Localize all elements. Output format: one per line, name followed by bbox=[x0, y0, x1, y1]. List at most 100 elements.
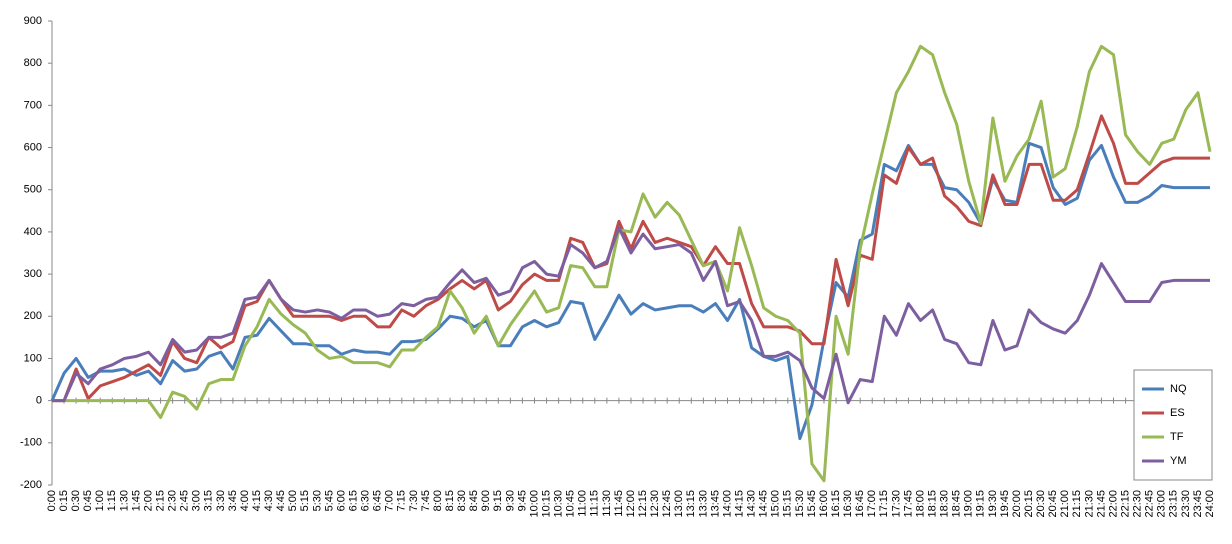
x-tick-label: 0:15 bbox=[58, 490, 70, 511]
x-tick-label: 10:00 bbox=[528, 490, 540, 518]
x-tick-label: 18:45 bbox=[951, 490, 963, 518]
x-tick-label: 10:45 bbox=[565, 490, 577, 518]
x-tick-label: 16:45 bbox=[854, 490, 866, 518]
x-tick-label: 23:15 bbox=[1168, 490, 1180, 518]
series-line bbox=[52, 114, 1210, 403]
x-tick-label: 20:15 bbox=[1023, 490, 1035, 518]
x-tick-label: 3:00 bbox=[191, 490, 203, 511]
x-tick-label: 0:45 bbox=[82, 490, 94, 511]
x-tick-label: 21:45 bbox=[1095, 490, 1107, 518]
x-tick-label: 5:45 bbox=[323, 490, 335, 511]
x-tick-label: 18:00 bbox=[914, 490, 926, 518]
x-tick-label: 22:00 bbox=[1107, 490, 1119, 518]
y-tick-label: 900 bbox=[24, 15, 42, 27]
x-tick-label: 8:45 bbox=[468, 490, 480, 511]
x-tick-label: 5:00 bbox=[287, 490, 299, 511]
x-tick-label: 2:00 bbox=[142, 490, 154, 511]
x-tick-label: 2:30 bbox=[167, 490, 179, 511]
x-tick-label: 17:45 bbox=[902, 490, 914, 518]
legend-label: YM bbox=[1170, 455, 1187, 467]
x-tick-label: 4:00 bbox=[239, 490, 251, 511]
legend-label: NQ bbox=[1170, 383, 1187, 395]
y-tick-label: 700 bbox=[24, 99, 42, 111]
series-line bbox=[52, 44, 1212, 483]
x-tick-label: 19:45 bbox=[999, 490, 1011, 518]
x-tick-label: 4:15 bbox=[251, 490, 263, 511]
x-tick-label: 19:15 bbox=[975, 490, 987, 518]
x-tick-label: 21:30 bbox=[1083, 490, 1095, 518]
y-tick-label: 200 bbox=[24, 310, 42, 322]
x-tick-label: 11:00 bbox=[577, 490, 589, 517]
y-tick-label: 0 bbox=[36, 395, 42, 407]
x-tick-label: 16:15 bbox=[830, 490, 842, 518]
x-tick-label: 3:45 bbox=[227, 490, 239, 511]
y-tick-label: -200 bbox=[20, 479, 42, 491]
x-tick-label: 21:00 bbox=[1059, 490, 1071, 518]
x-tick-label: 1:45 bbox=[130, 490, 142, 511]
x-tick-label: 7:45 bbox=[420, 490, 432, 511]
x-tick-label: 19:00 bbox=[963, 490, 975, 518]
y-tick-label: 800 bbox=[24, 57, 42, 69]
x-tick-label: 12:00 bbox=[625, 490, 637, 518]
x-tick-label: 2:15 bbox=[154, 490, 166, 511]
y-tick-label: 500 bbox=[24, 184, 42, 196]
series-line bbox=[52, 226, 1210, 405]
x-tick-label: 1:15 bbox=[106, 490, 118, 511]
x-tick-label: 19:30 bbox=[987, 490, 999, 518]
x-tick-label: 22:15 bbox=[1119, 490, 1131, 518]
x-tick-label: 9:45 bbox=[516, 490, 528, 511]
x-tick-label: 15:15 bbox=[782, 490, 794, 518]
x-tick-label: 8:15 bbox=[444, 490, 456, 511]
x-tick-label: 13:15 bbox=[685, 490, 697, 518]
x-tick-label: 14:30 bbox=[746, 490, 758, 518]
x-tick-label: 5:15 bbox=[299, 490, 311, 511]
x-tick-label: 0:00 bbox=[46, 490, 58, 511]
x-tick-label: 3:30 bbox=[215, 490, 227, 511]
x-tick-label: 11:45 bbox=[613, 490, 625, 517]
x-tick-label: 4:30 bbox=[263, 490, 275, 511]
x-tick-label: 8:00 bbox=[432, 490, 444, 511]
x-tick-label: 7:15 bbox=[396, 490, 408, 511]
x-tick-label: 2:45 bbox=[179, 490, 191, 511]
series-line bbox=[50, 141, 1210, 441]
x-tick-label: 6:00 bbox=[335, 490, 347, 511]
x-tick-label: 4:45 bbox=[275, 490, 287, 511]
y-tick-label: 100 bbox=[24, 352, 42, 364]
x-tick-label: 16:30 bbox=[842, 490, 854, 518]
x-tick-label: 14:45 bbox=[758, 490, 770, 518]
x-tick-label: 1:00 bbox=[94, 490, 106, 511]
x-tick-label: 23:30 bbox=[1180, 490, 1192, 518]
x-tick-label: 6:30 bbox=[360, 490, 372, 511]
y-tick-label: -100 bbox=[20, 437, 42, 449]
x-tick-label: 11:30 bbox=[601, 490, 613, 517]
x-tick-label: 23:45 bbox=[1192, 490, 1204, 518]
x-tick-label: 10:30 bbox=[553, 490, 565, 518]
x-tick-label: 14:00 bbox=[721, 490, 733, 518]
legend-label: ES bbox=[1170, 407, 1185, 419]
x-tick-label: 20:00 bbox=[1011, 490, 1023, 518]
x-tick-label: 22:45 bbox=[1144, 490, 1156, 518]
x-tick-label: 11:15 bbox=[589, 490, 601, 517]
x-tick-label: 15:30 bbox=[794, 490, 806, 518]
x-tick-label: 3:15 bbox=[203, 490, 215, 511]
x-tick-label: 22:30 bbox=[1132, 490, 1144, 518]
x-tick-label: 7:30 bbox=[408, 490, 420, 511]
x-tick-label: 1:30 bbox=[118, 490, 130, 511]
x-tick-label: 20:30 bbox=[1035, 490, 1047, 518]
y-tick-label: 600 bbox=[24, 141, 42, 153]
x-tick-label: 20:45 bbox=[1047, 490, 1059, 518]
x-tick-label: 17:15 bbox=[878, 490, 890, 518]
x-tick-label: 9:00 bbox=[480, 490, 492, 511]
x-tick-label: 5:30 bbox=[311, 490, 323, 511]
x-tick-label: 12:30 bbox=[649, 490, 661, 518]
x-tick-label: 24:00 bbox=[1204, 490, 1216, 518]
x-tick-label: 16:00 bbox=[818, 490, 830, 518]
x-tick-label: 0:30 bbox=[70, 490, 82, 511]
x-tick-label: 18:15 bbox=[926, 490, 938, 518]
x-tick-label: 12:45 bbox=[661, 490, 673, 518]
legend-label: TF bbox=[1170, 431, 1184, 443]
x-tick-label: 15:00 bbox=[770, 490, 782, 518]
y-tick-label: 400 bbox=[24, 226, 42, 238]
x-tick-label: 23:00 bbox=[1156, 490, 1168, 518]
